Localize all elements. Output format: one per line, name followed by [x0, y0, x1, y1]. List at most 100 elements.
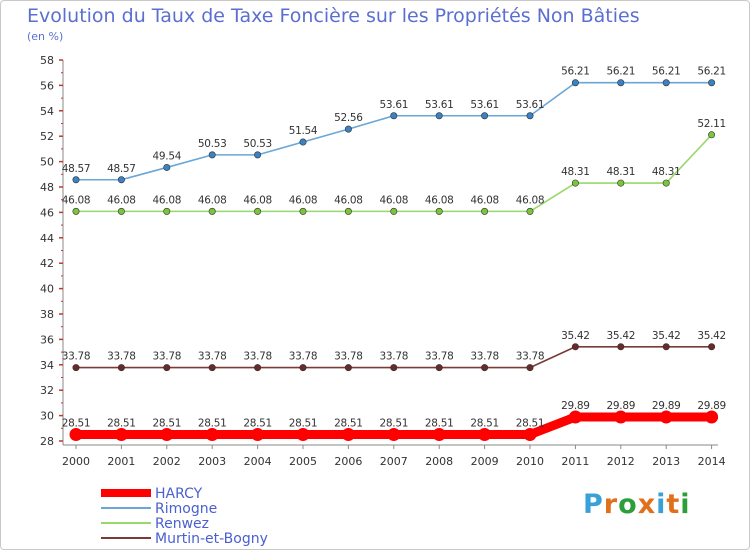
data-point-murtin-et-bogny [163, 364, 171, 372]
y-tick-label: 40 [40, 283, 54, 296]
data-label-renwez: 46.08 [289, 194, 318, 206]
data-label-harcy: 29.89 [652, 400, 681, 412]
y-tick-label: 58 [40, 54, 54, 67]
data-label-harcy: 28.51 [516, 418, 545, 430]
data-point-harcy [614, 410, 628, 424]
data-label-rimogne: 52.56 [334, 112, 363, 124]
data-point-harcy [69, 428, 83, 442]
data-label-rimogne: 56.21 [697, 66, 726, 78]
x-tick-label: 2009 [471, 455, 499, 468]
data-label-renwez: 48.31 [561, 166, 590, 178]
x-tick-label: 2003 [198, 455, 226, 468]
y-tick-label: 48 [40, 181, 54, 194]
data-label-murtin-et-bogny: 33.78 [470, 351, 499, 363]
data-point-murtin-et-bogny [662, 343, 670, 351]
data-label-harcy: 28.51 [470, 418, 499, 430]
data-point-murtin-et-bogny [571, 343, 579, 351]
data-label-murtin-et-bogny: 35.42 [697, 330, 726, 342]
data-label-rimogne: 48.57 [107, 163, 136, 175]
data-point-rimogne [662, 79, 670, 87]
x-tick-label: 2010 [516, 455, 544, 468]
data-point-harcy [205, 428, 219, 442]
data-label-harcy: 28.51 [289, 418, 318, 430]
data-point-renwez [344, 207, 352, 215]
data-label-harcy: 29.89 [607, 400, 636, 412]
data-point-rimogne [254, 151, 262, 159]
y-tick-label: 46 [40, 206, 54, 219]
data-label-harcy: 29.89 [561, 400, 590, 412]
y-tick-label: 50 [40, 156, 54, 169]
data-point-renwez [163, 207, 171, 215]
data-point-rimogne [390, 112, 398, 120]
data-label-harcy: 28.51 [425, 418, 454, 430]
data-label-harcy: 29.89 [697, 400, 726, 412]
brand-letter: i [656, 489, 667, 520]
data-point-rimogne [163, 163, 171, 171]
brand-letter: x [637, 489, 657, 520]
data-point-harcy [251, 428, 265, 442]
y-tick-label: 28 [40, 435, 54, 448]
data-point-renwez [662, 179, 670, 187]
brand-logo: Proxiti [583, 489, 691, 520]
x-tick-label: 2006 [334, 455, 362, 468]
data-label-murtin-et-bogny: 33.78 [198, 351, 227, 363]
data-point-murtin-et-bogny [481, 364, 489, 372]
data-point-renwez [571, 179, 579, 187]
x-tick-label: 2004 [244, 455, 272, 468]
data-point-renwez [299, 207, 307, 215]
data-label-rimogne: 53.61 [470, 99, 499, 111]
data-label-murtin-et-bogny: 35.42 [561, 330, 590, 342]
data-label-renwez: 48.31 [607, 166, 636, 178]
data-label-harcy: 28.51 [198, 418, 227, 430]
legend-label-rimogne: Rimogne [155, 501, 217, 517]
data-point-rimogne [526, 112, 534, 120]
data-point-rimogne [208, 151, 216, 159]
data-label-harcy: 28.51 [62, 418, 91, 430]
data-point-renwez [708, 131, 716, 139]
data-point-murtin-et-bogny [72, 364, 80, 372]
data-label-renwez: 46.08 [107, 194, 136, 206]
data-point-rimogne [617, 79, 625, 87]
data-label-murtin-et-bogny: 33.78 [62, 351, 91, 363]
data-point-harcy [432, 428, 446, 442]
data-label-renwez: 46.08 [334, 194, 363, 206]
data-label-murtin-et-bogny: 33.78 [334, 351, 363, 363]
data-point-renwez [208, 207, 216, 215]
x-tick-label: 2005 [289, 455, 317, 468]
data-point-renwez [435, 207, 443, 215]
data-label-renwez: 46.08 [470, 194, 499, 206]
x-tick-label: 2002 [153, 455, 181, 468]
data-label-harcy: 28.51 [243, 418, 272, 430]
data-point-murtin-et-bogny [708, 343, 716, 351]
data-point-rimogne [435, 112, 443, 120]
x-tick-label: 2007 [380, 455, 408, 468]
data-label-renwez: 46.08 [62, 194, 91, 206]
data-point-renwez [72, 207, 80, 215]
data-label-renwez: 46.08 [516, 194, 545, 206]
data-label-harcy: 28.51 [380, 418, 409, 430]
data-label-harcy: 28.51 [107, 418, 136, 430]
x-tick-label: 2014 [698, 455, 726, 468]
data-label-rimogne: 50.53 [243, 138, 272, 150]
data-label-harcy: 28.51 [153, 418, 182, 430]
data-point-murtin-et-bogny [435, 364, 443, 372]
y-tick-label: 44 [40, 232, 54, 245]
data-label-rimogne: 53.61 [516, 99, 545, 111]
data-label-rimogne: 49.54 [153, 150, 182, 162]
x-tick-label: 2000 [62, 455, 90, 468]
legend-label-renwez: Renwez [155, 516, 209, 532]
data-point-harcy [160, 428, 174, 442]
data-point-murtin-et-bogny [526, 364, 534, 372]
data-label-rimogne: 51.54 [289, 125, 318, 137]
data-label-rimogne: 56.21 [652, 66, 681, 78]
y-tick-label: 42 [40, 257, 54, 270]
data-point-harcy [296, 428, 310, 442]
data-label-rimogne: 53.61 [425, 99, 454, 111]
data-point-rimogne [299, 138, 307, 146]
data-label-renwez: 48.31 [652, 166, 681, 178]
x-tick-label: 2001 [107, 455, 135, 468]
data-label-harcy: 28.51 [334, 418, 363, 430]
data-label-murtin-et-bogny: 35.42 [607, 330, 636, 342]
